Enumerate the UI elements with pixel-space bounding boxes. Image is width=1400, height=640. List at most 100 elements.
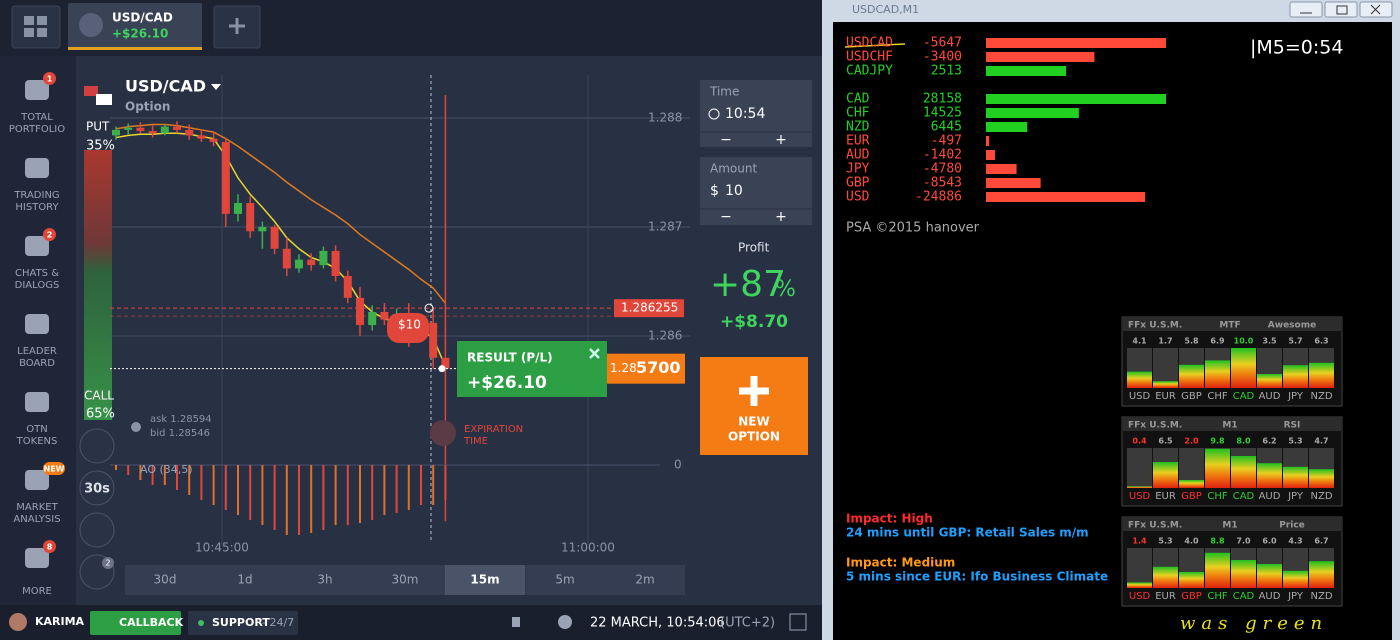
current-tail: 5700 bbox=[636, 358, 681, 377]
sidebar-icon[interactable] bbox=[25, 80, 49, 100]
plus-icon bbox=[739, 376, 769, 406]
indicator-name: AO (34,5) bbox=[140, 463, 193, 476]
strength-value: -24886 bbox=[915, 190, 962, 205]
plus-button[interactable]: + bbox=[775, 132, 787, 148]
sidebar-icon[interactable] bbox=[25, 392, 49, 412]
minus-button[interactable]: − bbox=[720, 132, 732, 148]
panel-header-text: FFx U.S.M. bbox=[1128, 421, 1182, 431]
icon bbox=[37, 16, 47, 25]
tool-button[interactable] bbox=[79, 512, 115, 548]
fullscreen-icon[interactable] bbox=[789, 613, 807, 631]
currency-label: CHF bbox=[1207, 591, 1228, 602]
candle-body bbox=[221, 141, 230, 214]
current-head: 1.28 bbox=[610, 361, 637, 375]
badge-text: 1 bbox=[47, 75, 53, 84]
strength-value: 6445 bbox=[931, 120, 962, 135]
currency-label: GBP bbox=[1181, 491, 1202, 502]
moving-average bbox=[115, 123, 446, 304]
timeframe[interactable]: 30d bbox=[154, 573, 177, 587]
currency-label: CHF bbox=[1207, 491, 1228, 502]
plus-button[interactable]: + bbox=[775, 209, 787, 225]
result-box[interactable] bbox=[457, 341, 607, 397]
asset-tab[interactable] bbox=[68, 3, 202, 49]
sidebar-icon[interactable] bbox=[25, 158, 49, 178]
bar-track bbox=[1127, 548, 1152, 588]
meter-value: 5.3 bbox=[1158, 537, 1172, 546]
profit-label: Profit bbox=[738, 241, 770, 255]
badge bbox=[43, 72, 56, 85]
candle-body bbox=[185, 129, 194, 136]
ask: ask 1.28594 bbox=[150, 414, 212, 425]
strength-value: -3400 bbox=[923, 50, 962, 65]
dropdown bbox=[211, 84, 221, 90]
sidebar-label: LEADER bbox=[17, 346, 57, 357]
timeframe[interactable]: 15m bbox=[470, 573, 499, 587]
amount-label: Amount bbox=[710, 162, 757, 176]
sidebar-icon[interactable] bbox=[25, 548, 49, 568]
strength-value: 14525 bbox=[923, 106, 962, 121]
sidebar-icon[interactable] bbox=[25, 314, 49, 334]
strength-name: USDCHF bbox=[846, 50, 893, 65]
timeframe[interactable]: 2m bbox=[635, 573, 654, 587]
timeframe[interactable]: 1d bbox=[237, 573, 252, 587]
timeframe[interactable]: 3h bbox=[317, 573, 332, 587]
strength-bar bbox=[986, 66, 1067, 76]
strength-meter bbox=[1231, 456, 1256, 488]
chart-title: USD/CAD bbox=[125, 77, 206, 96]
news-text: 24 mins until GBP: Retail Sales m/m bbox=[846, 526, 1089, 540]
maximize-button[interactable] bbox=[1324, 1, 1358, 18]
strength-name: EUR bbox=[846, 134, 870, 149]
sidebar-label: CHATS & bbox=[15, 268, 59, 279]
meter-value: 3.5 bbox=[1262, 337, 1277, 346]
currency-label: AUD bbox=[1259, 391, 1281, 402]
meter-value: 10.0 bbox=[1234, 337, 1254, 346]
current-point bbox=[438, 365, 446, 373]
currency-label: USD bbox=[1129, 491, 1151, 502]
strength-value: -8543 bbox=[923, 176, 962, 191]
candle-body bbox=[368, 311, 377, 326]
sidebar-icon[interactable] bbox=[25, 470, 49, 490]
settings-icon[interactable] bbox=[558, 615, 572, 629]
minus-button[interactable]: − bbox=[720, 209, 732, 225]
help-icon bbox=[131, 422, 141, 432]
meter-value: 9.8 bbox=[1210, 437, 1225, 446]
active-timeframe bbox=[445, 565, 525, 595]
sidebar-label: TRADING bbox=[13, 190, 59, 201]
tool-button[interactable] bbox=[79, 470, 115, 506]
meter-value: 6.7 bbox=[1314, 537, 1328, 546]
strength-value: -497 bbox=[931, 134, 962, 149]
impact: Impact: High bbox=[846, 512, 933, 526]
y-tick-label: 1.288 bbox=[648, 110, 682, 124]
timeframe[interactable]: 30m bbox=[392, 573, 419, 587]
strength-bar bbox=[986, 122, 1028, 132]
candle-body bbox=[270, 226, 279, 249]
y-tick-label: 1.286 bbox=[648, 328, 682, 342]
candle-body bbox=[356, 297, 364, 326]
strike-label: 1.286255 bbox=[621, 301, 678, 315]
meter-value: 0.4 bbox=[1132, 437, 1147, 446]
meter-value: 6.5 bbox=[1158, 437, 1173, 446]
strength-name: CADJPY bbox=[846, 64, 893, 79]
icon bbox=[24, 28, 34, 37]
window-icons bbox=[1300, 4, 1381, 15]
sidebar-label: TOTAL bbox=[20, 112, 53, 123]
minimize-button[interactable] bbox=[1289, 1, 1323, 18]
put-percent: 35% bbox=[86, 139, 115, 154]
strength-meter bbox=[1153, 462, 1178, 488]
currency-label: CAD bbox=[1233, 491, 1255, 502]
sound-icon[interactable] bbox=[512, 617, 520, 627]
tool-button[interactable] bbox=[79, 428, 115, 464]
bar-track bbox=[1127, 448, 1152, 488]
timeframe[interactable]: 5m bbox=[555, 573, 574, 587]
support-button[interactable] bbox=[188, 611, 298, 635]
strength-bar bbox=[986, 136, 990, 146]
badge-text: 2 bbox=[105, 559, 110, 568]
sidebar-icon[interactable] bbox=[25, 236, 49, 256]
strength-meter bbox=[1283, 570, 1308, 588]
expiration-label: TIME bbox=[463, 436, 488, 447]
callback-button[interactable] bbox=[90, 611, 181, 635]
grid-button[interactable] bbox=[11, 5, 61, 49]
meter-value: 6.0 bbox=[1262, 537, 1277, 546]
currency: $ bbox=[710, 183, 719, 199]
strength-name: JPY bbox=[846, 162, 870, 177]
